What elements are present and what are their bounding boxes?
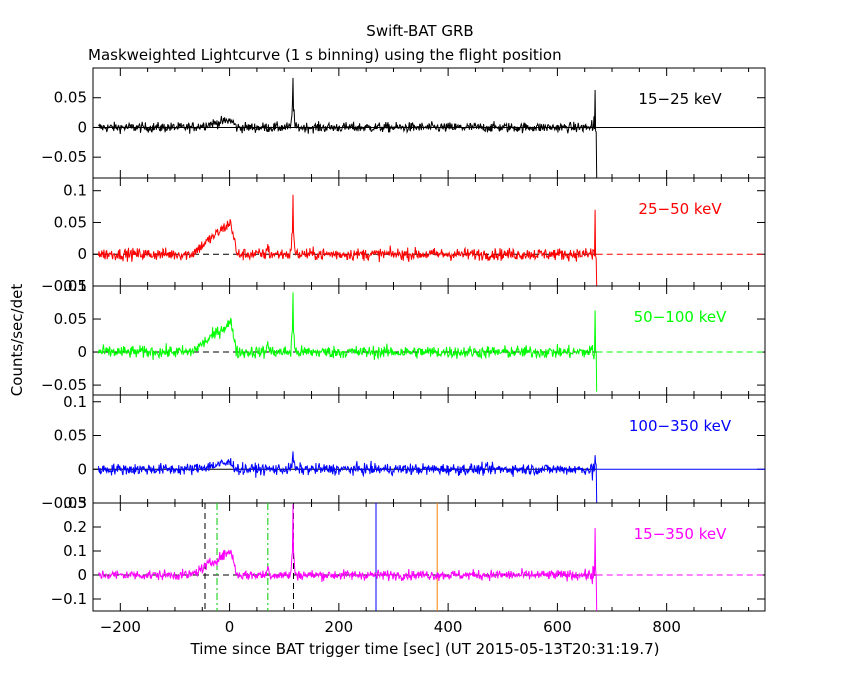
x-tick-label: 800: [652, 618, 681, 636]
panel-frame: [92, 177, 766, 287]
y-tick-label: −0.05: [41, 376, 87, 394]
x-tick-label: −200: [100, 618, 141, 636]
y-tick-label: 0.1: [63, 393, 87, 411]
panel-frame: [92, 67, 766, 179]
y-tick-label: 0.1: [63, 182, 87, 200]
panel-4: −0.05 0 0.05 0.1 100−350 keV: [41, 393, 766, 512]
y-tick-label: 0: [77, 566, 87, 584]
band-label: 50−100 keV: [634, 308, 727, 326]
chart-subtitle: Maskweighted Lightcurve (1 s binning) us…: [88, 46, 562, 64]
y-tick-label: 0: [77, 460, 87, 478]
light-curve-series: [98, 504, 598, 612]
panel-2: −0.05 0 0.05 0.1 25−50 keV: [41, 177, 766, 295]
y-tick-label: 0.2: [63, 518, 87, 536]
y-tick-label: 0.05: [54, 310, 87, 328]
y-tick-label: −0.1: [51, 590, 87, 608]
panel-frame: [92, 502, 766, 612]
y-tick-label: −0.05: [41, 277, 87, 295]
x-axis-label: Time since BAT trigger time [sec] (UT 20…: [190, 640, 660, 658]
panel-3: −0.05 0 0.05 0.1 50−100 keV: [41, 277, 766, 396]
light-curve-series: [98, 292, 598, 392]
y-tick-label: 0: [77, 343, 87, 361]
light-curve-series: [98, 451, 598, 504]
y-tick-label: 0: [77, 245, 87, 263]
light-curve-series: [98, 77, 598, 179]
y-tick-label: 0.1: [63, 542, 87, 560]
panel-5: −0.1 0 0.1 0.2 0.3 15−350 keV: [51, 494, 766, 612]
y-tick-label: 0: [77, 118, 87, 136]
panel-frame: [92, 394, 766, 504]
y-tick-label: 0.05: [54, 213, 87, 231]
band-label: 25−50 keV: [638, 200, 722, 218]
x-tick-label: 200: [325, 618, 354, 636]
y-tick-label: −0.05: [41, 494, 87, 512]
y-tick-label: 0.05: [54, 427, 87, 445]
panels: −0.05 0 0.05 15−25 keV −0.05 0 0.05 0.1 25−50 ke…: [41, 67, 766, 636]
y-tick-label: 0.1: [63, 277, 87, 295]
x-tick-label: 400: [434, 618, 463, 636]
y-tick-label: 0.3: [63, 494, 87, 512]
x-tick-label: 600: [543, 618, 572, 636]
panel-frame: [92, 285, 766, 396]
y-axis-label: Counts/sec/det: [8, 284, 26, 397]
band-label: 15−350 keV: [634, 525, 727, 543]
light-curve-series: [98, 194, 598, 287]
y-tick-label: 0.05: [54, 89, 87, 107]
y-tick-label: −0.05: [41, 148, 87, 166]
panel-1: −0.05 0 0.05 15−25 keV: [41, 67, 766, 179]
x-tick-label: 0: [225, 618, 235, 636]
band-label: 100−350 keV: [629, 417, 732, 435]
chart-title: Swift-BAT GRB: [366, 22, 473, 40]
band-label: 15−25 keV: [638, 90, 722, 108]
